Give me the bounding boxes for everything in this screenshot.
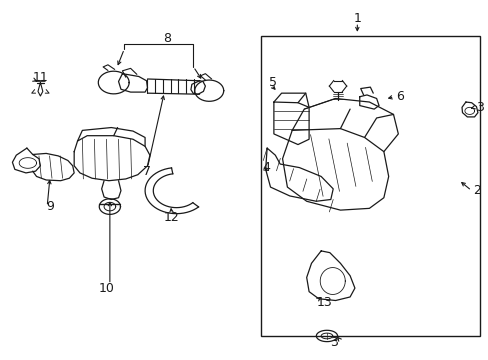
Bar — [260, 36, 479, 336]
Text: 13: 13 — [316, 296, 331, 309]
Text: 1: 1 — [353, 12, 361, 25]
Text: 3: 3 — [475, 101, 484, 114]
Text: 11: 11 — [33, 71, 49, 84]
Text: 7: 7 — [143, 165, 151, 177]
Text: 4: 4 — [262, 161, 270, 174]
Text: 12: 12 — [163, 211, 179, 224]
Text: 3: 3 — [329, 336, 337, 349]
Text: 8: 8 — [163, 32, 170, 45]
Text: 5: 5 — [268, 76, 277, 89]
Text: 10: 10 — [99, 282, 114, 294]
Text: 2: 2 — [472, 184, 480, 197]
Text: 6: 6 — [395, 90, 403, 103]
Text: 9: 9 — [46, 200, 54, 213]
